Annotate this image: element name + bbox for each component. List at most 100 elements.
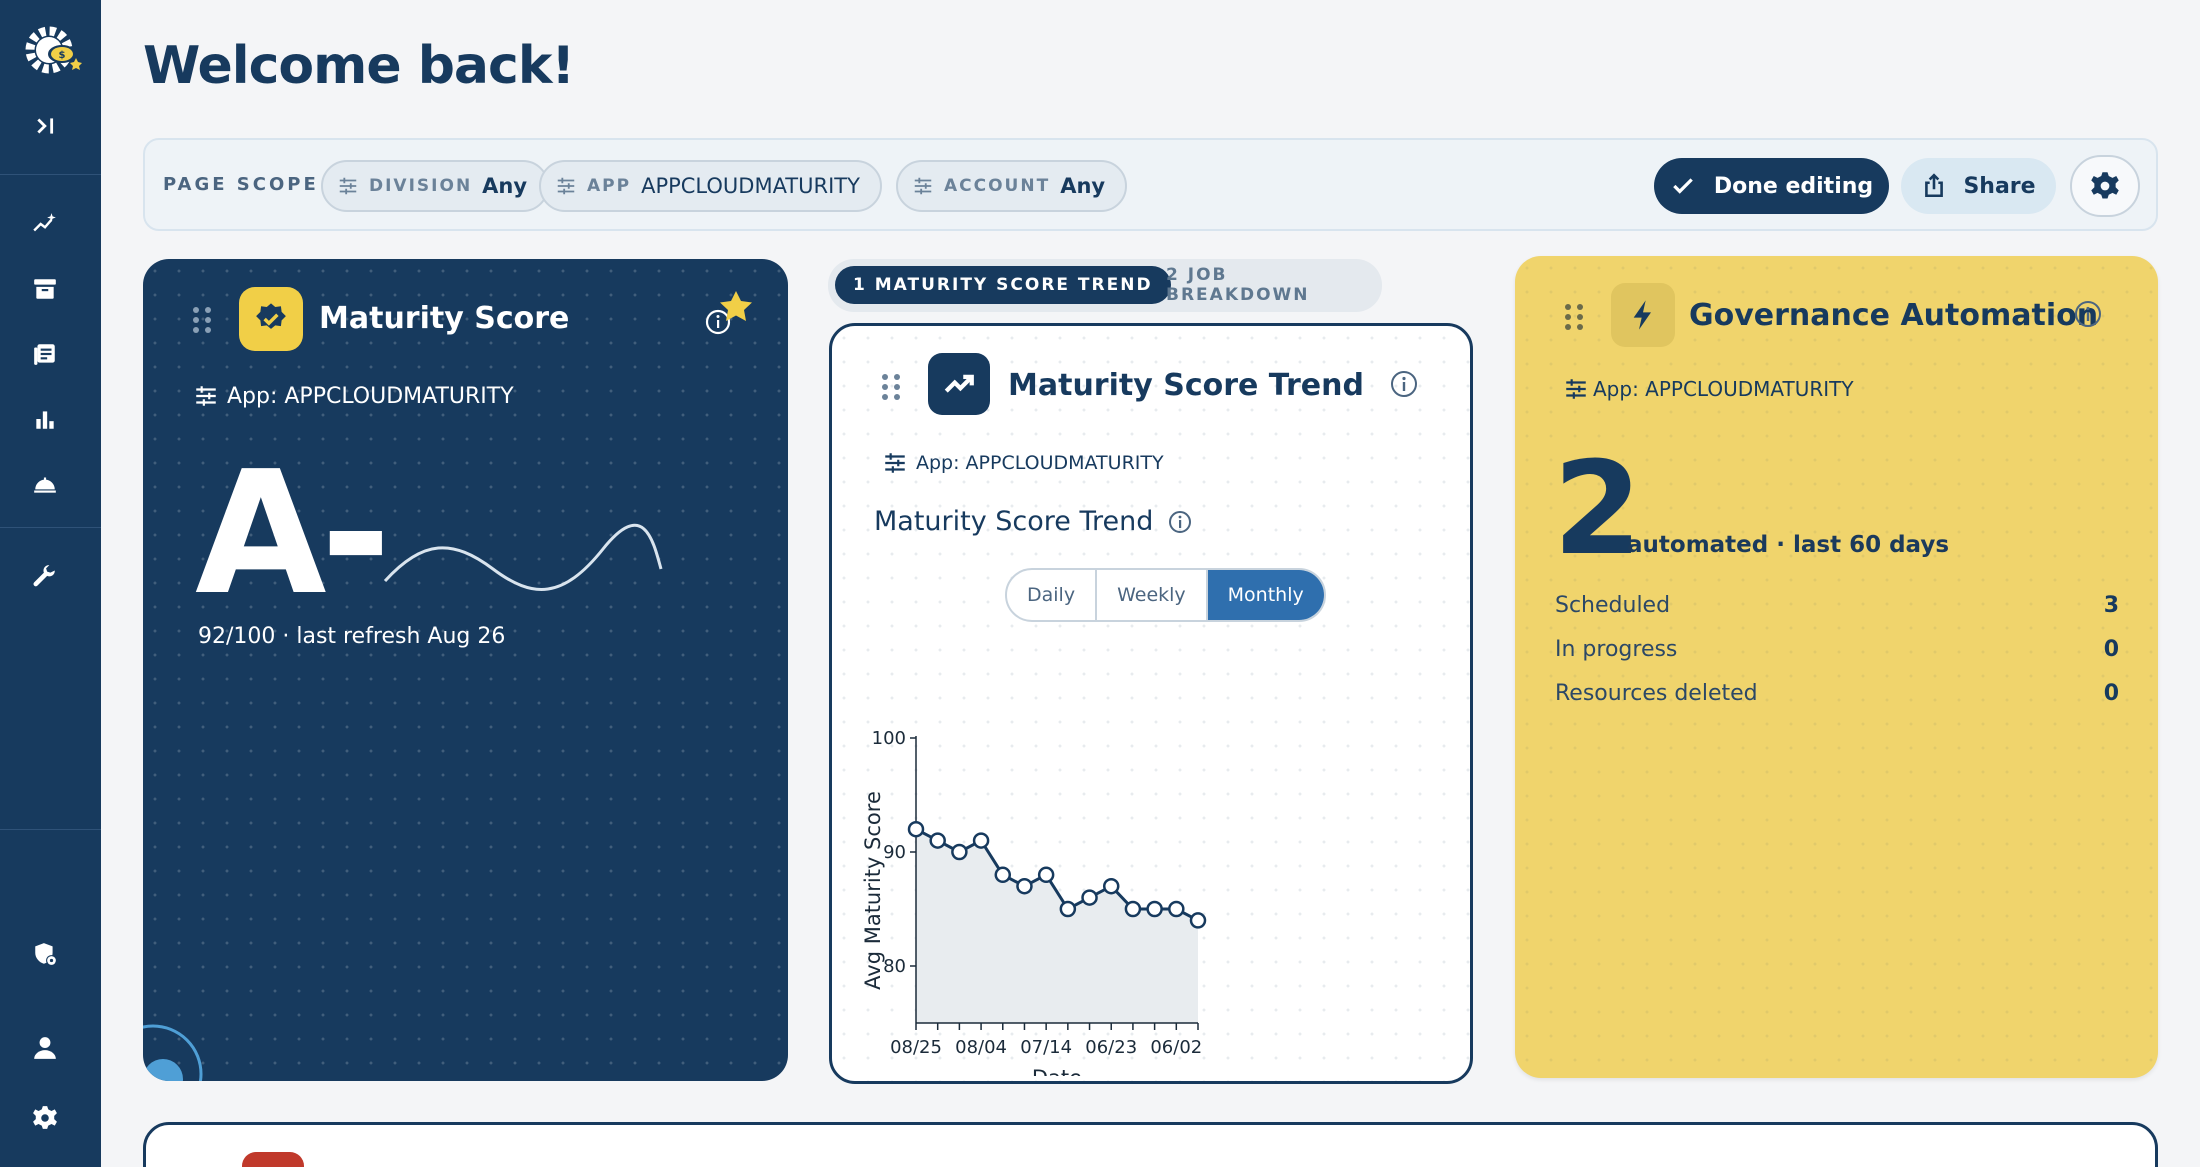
governance-automation-card: Governance Automation App: APPCLOUDMATUR… (1515, 256, 2158, 1078)
gov-row-value: 0 (2103, 637, 2119, 662)
shield-settings-icon[interactable] (30, 939, 60, 969)
gov-row-label: Resources deleted (1555, 681, 1758, 706)
data-point (1146, 900, 1163, 918)
automated-count: 2 (1553, 435, 1643, 584)
y-tick-label: 80 (883, 956, 906, 977)
gov-row-value: 3 (2103, 593, 2119, 618)
trend-scope: App: APPCLOUDMATURITY (882, 450, 1164, 476)
trend-card-title: Maturity Score Trend (1008, 368, 1364, 403)
division-chip-value: Any (482, 174, 528, 198)
gov-row-in-progress: In progress 0 (1555, 637, 2119, 662)
check-icon (1673, 178, 1693, 194)
trending-up-icon (928, 353, 990, 415)
filter-sliders-icon (557, 177, 575, 195)
period-toggle: Daily Weekly Monthly (1005, 568, 1326, 622)
gov-scope: App: APPCLOUDMATURITY (1563, 376, 1854, 402)
filter-sliders-icon (885, 453, 905, 473)
share-icon (1925, 173, 1944, 198)
user-icon[interactable] (30, 1033, 60, 1063)
tab-job-breakdown[interactable]: 2 JOB BREAKDOWN (1166, 265, 1310, 305)
period-weekly-button[interactable]: Weekly (1097, 570, 1208, 620)
service-bell-icon[interactable] (30, 469, 60, 499)
page-scope-label: PAGE SCOPE (163, 174, 319, 195)
data-point (1124, 900, 1142, 918)
info-star-icon[interactable] (703, 289, 763, 339)
tab-maturity-score-trend[interactable]: 1 MATURITY SCORE TREND (835, 266, 1171, 304)
widget-tabs: 1 MATURITY SCORE TREND 2 JOB BREAKDOWN (828, 259, 1382, 312)
account-filter-chip[interactable]: ACCOUNT Any (896, 160, 1128, 212)
period-monthly-button[interactable]: Monthly (1207, 570, 1324, 620)
maturity-score-title: Maturity Score (319, 301, 570, 336)
maturity-grade: A- (195, 435, 391, 633)
filter-sliders-icon (339, 177, 357, 195)
gov-scope-label: App: APPCLOUDMATURITY (1593, 377, 1854, 401)
x-tick-label: 06/23 (1085, 1037, 1137, 1058)
info-icon[interactable] (2073, 299, 2103, 329)
share-label: Share (1963, 173, 2036, 199)
page-scope-bar: PAGE SCOPE DIVISION Any APP APPCLOUDMATU… (143, 138, 2158, 231)
governance-title: Governance Automation (1689, 298, 2099, 333)
data-point (907, 820, 925, 838)
document-list-icon[interactable] (30, 339, 60, 369)
verified-badge-icon (239, 287, 303, 351)
filter-sliders-icon (1566, 379, 1586, 399)
info-icon[interactable] (1389, 369, 1419, 399)
done-editing-button[interactable]: Done editing (1654, 158, 1889, 214)
data-point (1168, 900, 1185, 918)
scope-settings-button[interactable] (2070, 155, 2140, 217)
score-scope: App: APPCLOUDMATURITY (193, 383, 514, 409)
y-axis-label: Avg Maturity Score (862, 791, 885, 990)
division-filter-chip[interactable]: DIVISION Any (321, 160, 550, 212)
sidebar: $ (0, 0, 101, 1167)
gear-icon (2091, 172, 2119, 199)
data-point (951, 843, 968, 861)
automated-count-label: automated · last 60 days (1627, 532, 1950, 558)
filter-sliders-icon (196, 386, 216, 406)
app-logo-icon[interactable]: $ (22, 20, 84, 82)
bar-chart-icon[interactable] (30, 404, 60, 434)
done-editing-label: Done editing (1713, 173, 1874, 199)
app-filter-chip[interactable]: APP APPCLOUDMATURITY (539, 160, 882, 212)
wrench-icon[interactable] (30, 562, 60, 592)
lightning-icon (1611, 283, 1675, 347)
data-point (994, 866, 1012, 884)
gov-row-label: Scheduled (1555, 593, 1671, 618)
svg-text:$: $ (59, 50, 66, 61)
chart-title: Maturity Score Trend (874, 506, 1193, 537)
score-scope-label: App: APPCLOUDMATURITY (227, 383, 514, 409)
info-icon[interactable] (1167, 509, 1193, 535)
drag-handle-icon[interactable] (1565, 304, 1583, 330)
x-tick-label: 08/04 (955, 1037, 1007, 1058)
widget-badge-icon (242, 1152, 304, 1167)
filter-sliders-icon (914, 177, 932, 195)
decorative-circle-icon (143, 1024, 203, 1081)
trend-scope-label: App: APPCLOUDMATURITY (916, 452, 1164, 474)
x-tick-label: 08/25 (890, 1037, 942, 1058)
drag-handle-icon[interactable] (882, 374, 900, 400)
expand-sidebar-icon[interactable] (32, 111, 62, 141)
gov-row-scheduled: Scheduled 3 (1555, 593, 2119, 618)
chart-area (916, 829, 1198, 1023)
archive-box-icon[interactable] (30, 274, 60, 304)
share-button[interactable]: Share (1901, 158, 2056, 214)
maturity-score-card: Maturity Score App: APPCLOUDMATURITY A- … (143, 259, 788, 1081)
drag-handle-icon[interactable] (193, 307, 211, 333)
data-point (929, 832, 946, 849)
sparkle-chart-icon[interactable] (30, 209, 60, 239)
sidebar-divider (0, 829, 101, 830)
chart-title-label: Maturity Score Trend (874, 506, 1154, 537)
gov-row-label: In progress (1555, 637, 1678, 662)
x-tick-label: 07/14 (1020, 1037, 1072, 1058)
x-tick-label: 06/02 (1150, 1037, 1202, 1058)
account-chip-key: ACCOUNT (944, 176, 1051, 196)
app-chip-key: APP (587, 176, 632, 196)
sidebar-divider (0, 174, 101, 175)
maturity-score-trend-card: Maturity Score Trend App: APPCLOUDMATURI… (829, 323, 1473, 1084)
maturity-trend-chart: 80 90 100 08/25 08/04 07/14 06/23 06/02 Date Avg … (862, 728, 1207, 1076)
data-point (1059, 900, 1077, 918)
data-point (1189, 912, 1207, 929)
gear-icon[interactable] (30, 1103, 60, 1133)
period-daily-button[interactable]: Daily (1007, 570, 1098, 620)
account-chip-value: Any (1060, 174, 1106, 198)
app-chip-value: APPCLOUDMATURITY (641, 174, 860, 198)
